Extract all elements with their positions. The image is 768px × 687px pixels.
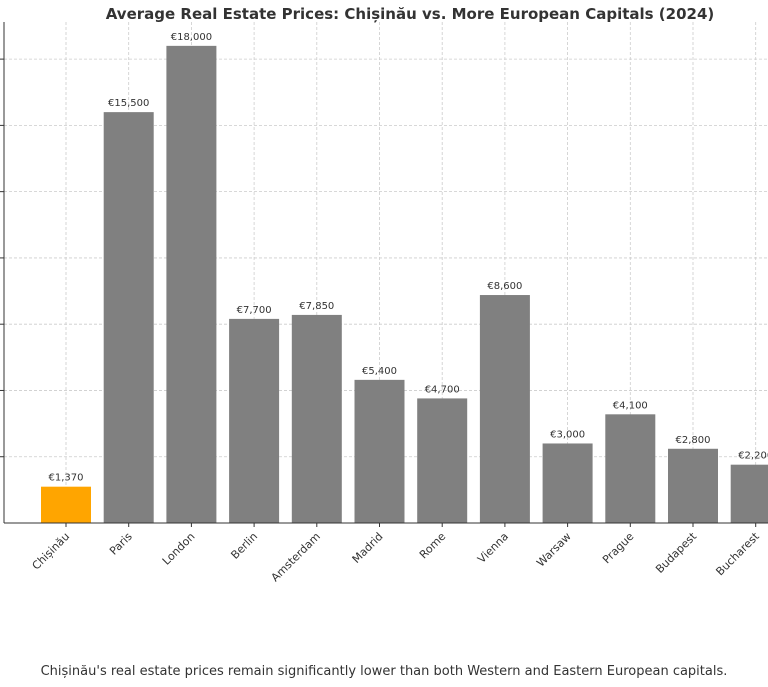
- bar-value-label: €18,000: [171, 32, 212, 43]
- x-tick-label: Madrid: [350, 530, 386, 566]
- x-tick-label: Vienna: [475, 530, 511, 566]
- bar-value-label: €2,800: [676, 435, 711, 446]
- x-tick-label: Paris: [107, 530, 135, 558]
- bar-value-label: €4,100: [613, 400, 648, 411]
- bar: [166, 45, 217, 523]
- bar: [479, 295, 530, 523]
- bar-value-label: €5,400: [362, 366, 397, 377]
- bar-value-label: €3,000: [550, 429, 585, 440]
- bar-value-label: €15,500: [108, 98, 149, 109]
- chart-caption: Chișinău's real estate prices remain sig…: [40, 664, 728, 679]
- x-tick-labels: Chișinău Paris London Berlin Amsterdam Madrid…: [30, 523, 762, 584]
- bar-value-label: €1,370: [49, 473, 84, 484]
- bar-value-label: €4,700: [425, 384, 460, 395]
- x-tick-label: London: [160, 530, 198, 568]
- x-tick-label: Warsaw: [534, 530, 574, 570]
- bar: [41, 486, 91, 523]
- chart-title: Average Real Estate Prices: Chișinău vs.…: [106, 5, 715, 23]
- bars: [41, 45, 768, 523]
- bar: [291, 314, 342, 523]
- x-tick-label: Berlin: [228, 530, 260, 562]
- bar: [542, 443, 593, 523]
- x-tick-label: Rome: [417, 530, 449, 562]
- x-tick-label: Bucharest: [713, 529, 762, 578]
- bar-chart: €1,370 €15,500 €18,000 €7,700 €7,850 €5,400 €4…: [0, 5, 768, 584]
- x-tick-label: Prague: [600, 530, 637, 567]
- bar: [668, 448, 718, 523]
- bar: [605, 414, 656, 523]
- bar-value-label: €7,700: [237, 305, 272, 316]
- x-tick-label: Amsterdam: [269, 530, 323, 584]
- bar-value-label: €8,600: [487, 281, 522, 292]
- x-tick-label: Chișinău: [30, 530, 73, 573]
- bar: [229, 318, 280, 523]
- bar-value-labels: €1,370 €15,500 €18,000 €7,700 €7,850 €5,400 €4…: [49, 32, 768, 484]
- bar-value-label: €2,200: [738, 451, 768, 462]
- bar-value-label: €7,850: [299, 301, 334, 312]
- bar: [417, 398, 468, 523]
- bar: [354, 379, 405, 523]
- x-tick-label: Budapest: [653, 529, 699, 575]
- bar: [103, 112, 154, 523]
- bar: [730, 464, 768, 523]
